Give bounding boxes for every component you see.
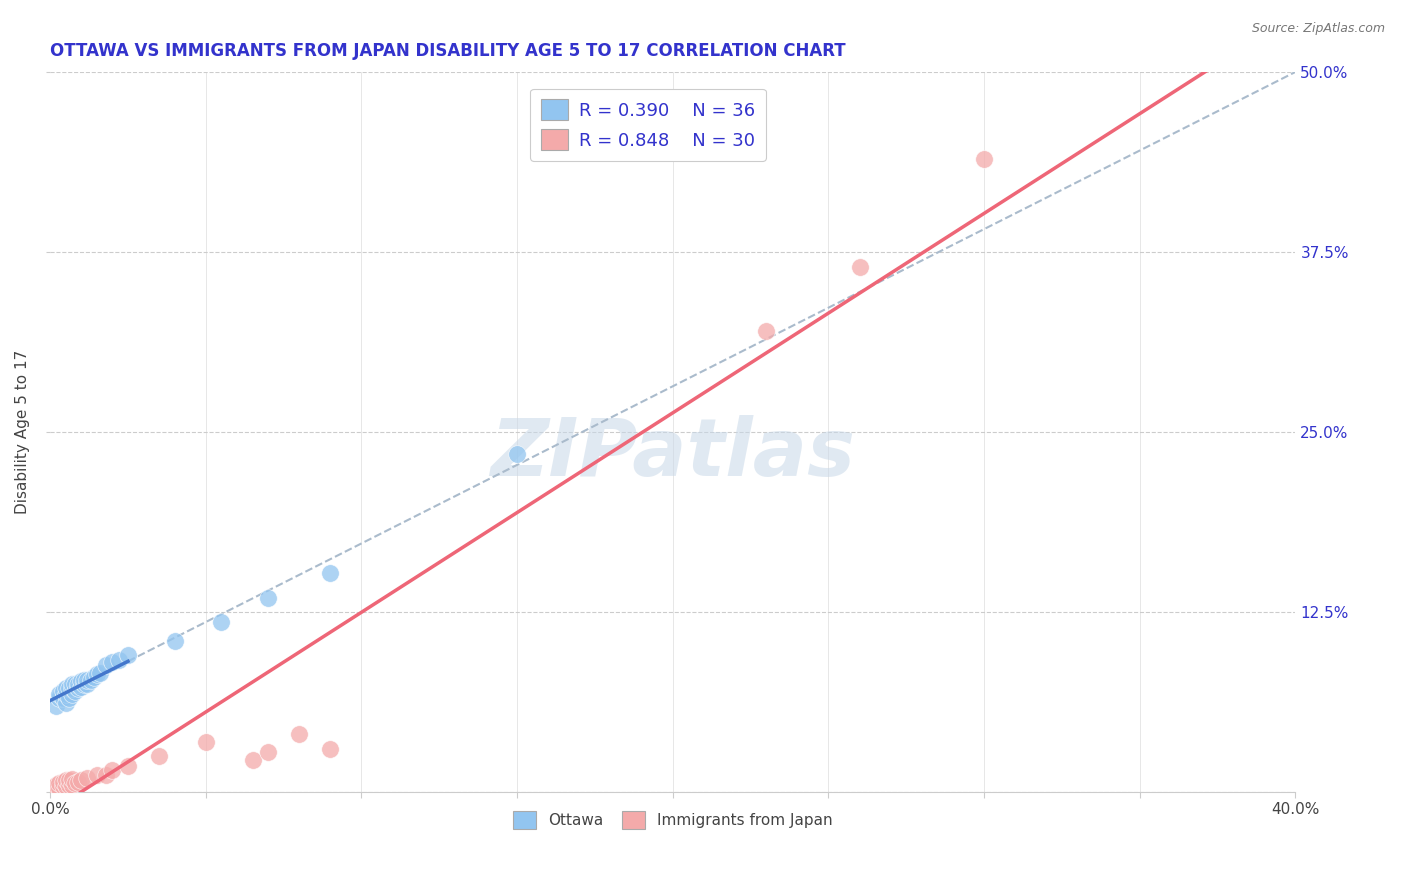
Point [52,775,75,789]
Point [58,691,80,706]
Point [506,447,529,461]
Point [86,767,108,781]
Point [117,759,139,773]
Text: Source: ZipAtlas.com: Source: ZipAtlas.com [1251,22,1385,36]
Point [52,691,75,706]
Point [973,152,995,166]
Point [55,687,77,701]
Point [55,773,77,788]
Point [76,673,98,687]
Legend: Ottawa, Immigrants from Japan: Ottawa, Immigrants from Japan [508,805,838,835]
Point [848,260,870,274]
Point [67,681,90,696]
Point [73,677,96,691]
Point [58,778,80,792]
Y-axis label: Disability Age 5 to 17: Disability Age 5 to 17 [15,350,30,515]
Point [96,658,118,673]
Point [52,684,75,698]
Point [60,687,83,701]
Point [70,680,93,694]
Point [163,633,186,648]
Point [755,325,778,339]
Point [70,773,93,788]
Point [48,687,70,701]
Point [45,778,67,792]
Point [67,775,90,789]
Point [96,767,118,781]
Point [257,591,280,605]
Point [60,778,83,792]
Text: OTTAWA VS IMMIGRANTS FROM JAPAN DISABILITY AGE 5 TO 17 CORRELATION CHART: OTTAWA VS IMMIGRANTS FROM JAPAN DISABILI… [51,42,846,60]
Point [48,691,70,706]
Text: ZIPatlas: ZIPatlas [491,415,855,492]
Point [89,665,111,680]
Point [70,674,93,689]
Point [86,667,108,681]
Point [63,677,86,691]
Point [73,673,96,687]
Point [101,656,124,670]
Point [55,779,77,793]
Point [79,673,101,687]
Point [48,776,70,790]
Point [45,698,67,713]
Point [60,677,83,691]
Point [42,782,65,797]
Point [319,741,342,756]
Point [194,734,217,748]
Point [63,684,86,698]
Point [242,753,264,767]
Point [58,681,80,696]
Point [257,745,280,759]
Point [76,677,98,691]
Point [319,566,342,581]
Point [63,776,86,790]
Point [101,764,124,778]
Point [83,670,105,684]
Point [117,648,139,663]
Point [48,780,70,795]
Point [55,681,77,696]
Point [60,772,83,786]
Point [67,677,90,691]
Point [209,615,232,629]
Point [148,749,170,764]
Point [107,652,129,666]
Point [288,727,311,741]
Point [60,681,83,696]
Point [45,780,67,795]
Point [58,773,80,788]
Point [76,771,98,785]
Point [52,779,75,793]
Point [55,696,77,710]
